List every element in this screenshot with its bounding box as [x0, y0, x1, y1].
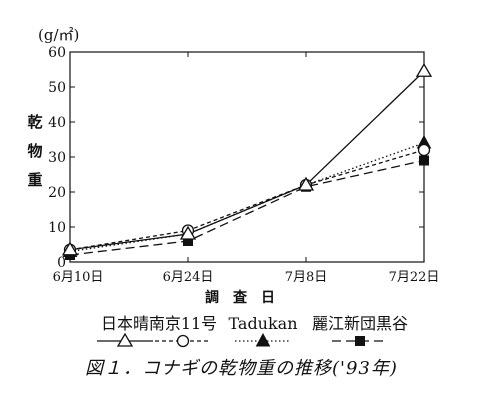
series-lines — [69, 70, 425, 256]
legend-marker — [176, 334, 190, 348]
series-markers — [61, 62, 433, 260]
y-tick-label: 0 — [57, 255, 66, 271]
x-tick-label: 6月10日 — [53, 270, 104, 285]
marker-open-triangle — [61, 241, 79, 256]
series-line — [69, 159, 425, 256]
legend-marker — [116, 332, 134, 347]
marker-open-circle — [417, 143, 431, 157]
series-line — [69, 149, 425, 251]
chart-svg: (g/㎡) 乾物重 0 10 20 30 40 50 60 6月10日 6月24日 7月8日 7月… — [27, 26, 440, 348]
y-axis-title: 乾物重 — [27, 113, 42, 189]
y-axis-title-char: 物 — [27, 142, 42, 160]
legend-marker — [255, 332, 271, 347]
marker-filled-square — [183, 236, 193, 246]
marker-open-triangle — [179, 225, 197, 240]
y-tick-label: 20 — [48, 185, 66, 201]
y-unit-label: (g/㎡) — [38, 26, 79, 44]
y-axis: 0 10 20 30 40 50 60 — [48, 45, 424, 271]
x-tick-label: 6月24日 — [163, 270, 214, 285]
marker-open-triangle — [415, 62, 433, 77]
series-line — [69, 142, 425, 253]
legend-marker — [355, 336, 365, 346]
y-tick-label: 10 — [48, 220, 66, 236]
x-tick-label: 7月22日 — [389, 270, 440, 285]
x-axis: 6月10日 6月24日 7月8日 7月22日 — [53, 52, 440, 285]
marker-filled-square — [419, 155, 429, 166]
series-line — [69, 70, 425, 251]
legend-label: 麗江新団黒谷 — [312, 314, 408, 333]
figure-caption: 図１．コナギの乾物重の推移('93年) — [85, 358, 398, 379]
y-tick-label: 60 — [48, 45, 66, 61]
y-axis-title-char: 乾 — [27, 113, 42, 131]
y-tick-label: 50 — [48, 80, 66, 96]
legend-label: 南京11号 — [149, 314, 217, 333]
legend-label: Tadukan — [228, 314, 297, 333]
legend-label: 日本晴 — [101, 314, 149, 333]
y-tick-label: 30 — [48, 150, 66, 166]
y-axis-title-char: 重 — [27, 171, 42, 189]
x-axis-title: 調査日 — [205, 289, 289, 306]
y-tick-label: 40 — [48, 115, 66, 131]
plot-frame — [69, 51, 425, 263]
marker-open-triangle — [297, 176, 315, 191]
x-tick-label: 7月8日 — [285, 270, 328, 285]
legend: 日本晴 南京11号 Tadukan 麗江新団黒谷 — [97, 314, 408, 348]
